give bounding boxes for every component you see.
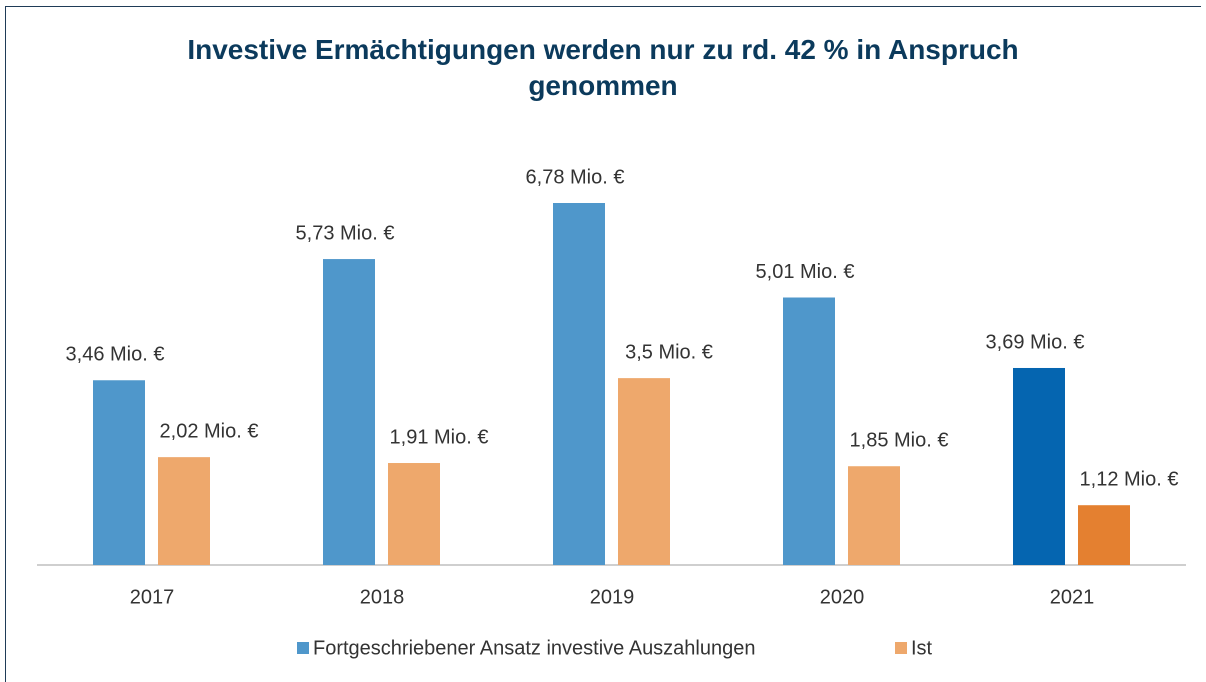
- bar: [388, 463, 440, 565]
- bar: [158, 457, 210, 565]
- chart-title: Investive Ermächtigungen werden nur zu r…: [187, 34, 1019, 101]
- data-label: 1,12 Mio. €: [1080, 468, 1179, 490]
- bar: [618, 378, 670, 565]
- data-label: 5,01 Mio. €: [756, 261, 855, 283]
- legend-label: Ist: [911, 637, 933, 659]
- x-tick-label: 2020: [820, 586, 865, 608]
- x-tick-label: 2018: [360, 586, 405, 608]
- frame: [5, 6, 1201, 682]
- x-tick-label: 2021: [1050, 586, 1095, 608]
- data-label: 3,69 Mio. €: [986, 331, 1085, 353]
- data-label: 6,78 Mio. €: [526, 166, 625, 188]
- data-label: 2,02 Mio. €: [160, 420, 259, 442]
- x-tick-label: 2019: [590, 586, 635, 608]
- x-tick-label: 2017: [130, 586, 175, 608]
- legend-swatch: [297, 642, 309, 654]
- bar: [323, 259, 375, 565]
- bar: [93, 380, 145, 565]
- data-label: 3,5 Mio. €: [625, 341, 713, 363]
- bar: [553, 203, 605, 565]
- data-label: 5,73 Mio. €: [296, 222, 395, 244]
- bar: [848, 466, 900, 565]
- data-label: 1,85 Mio. €: [850, 430, 949, 452]
- data-label: 3,46 Mio. €: [66, 344, 165, 366]
- data-label: 1,91 Mio. €: [390, 426, 489, 448]
- legend-swatch: [895, 642, 907, 654]
- bar: [783, 297, 835, 565]
- bar: [1078, 505, 1130, 565]
- bar: [1013, 367, 1065, 565]
- legend-label: Fortgeschriebener Ansatz investive Ausza…: [313, 637, 756, 659]
